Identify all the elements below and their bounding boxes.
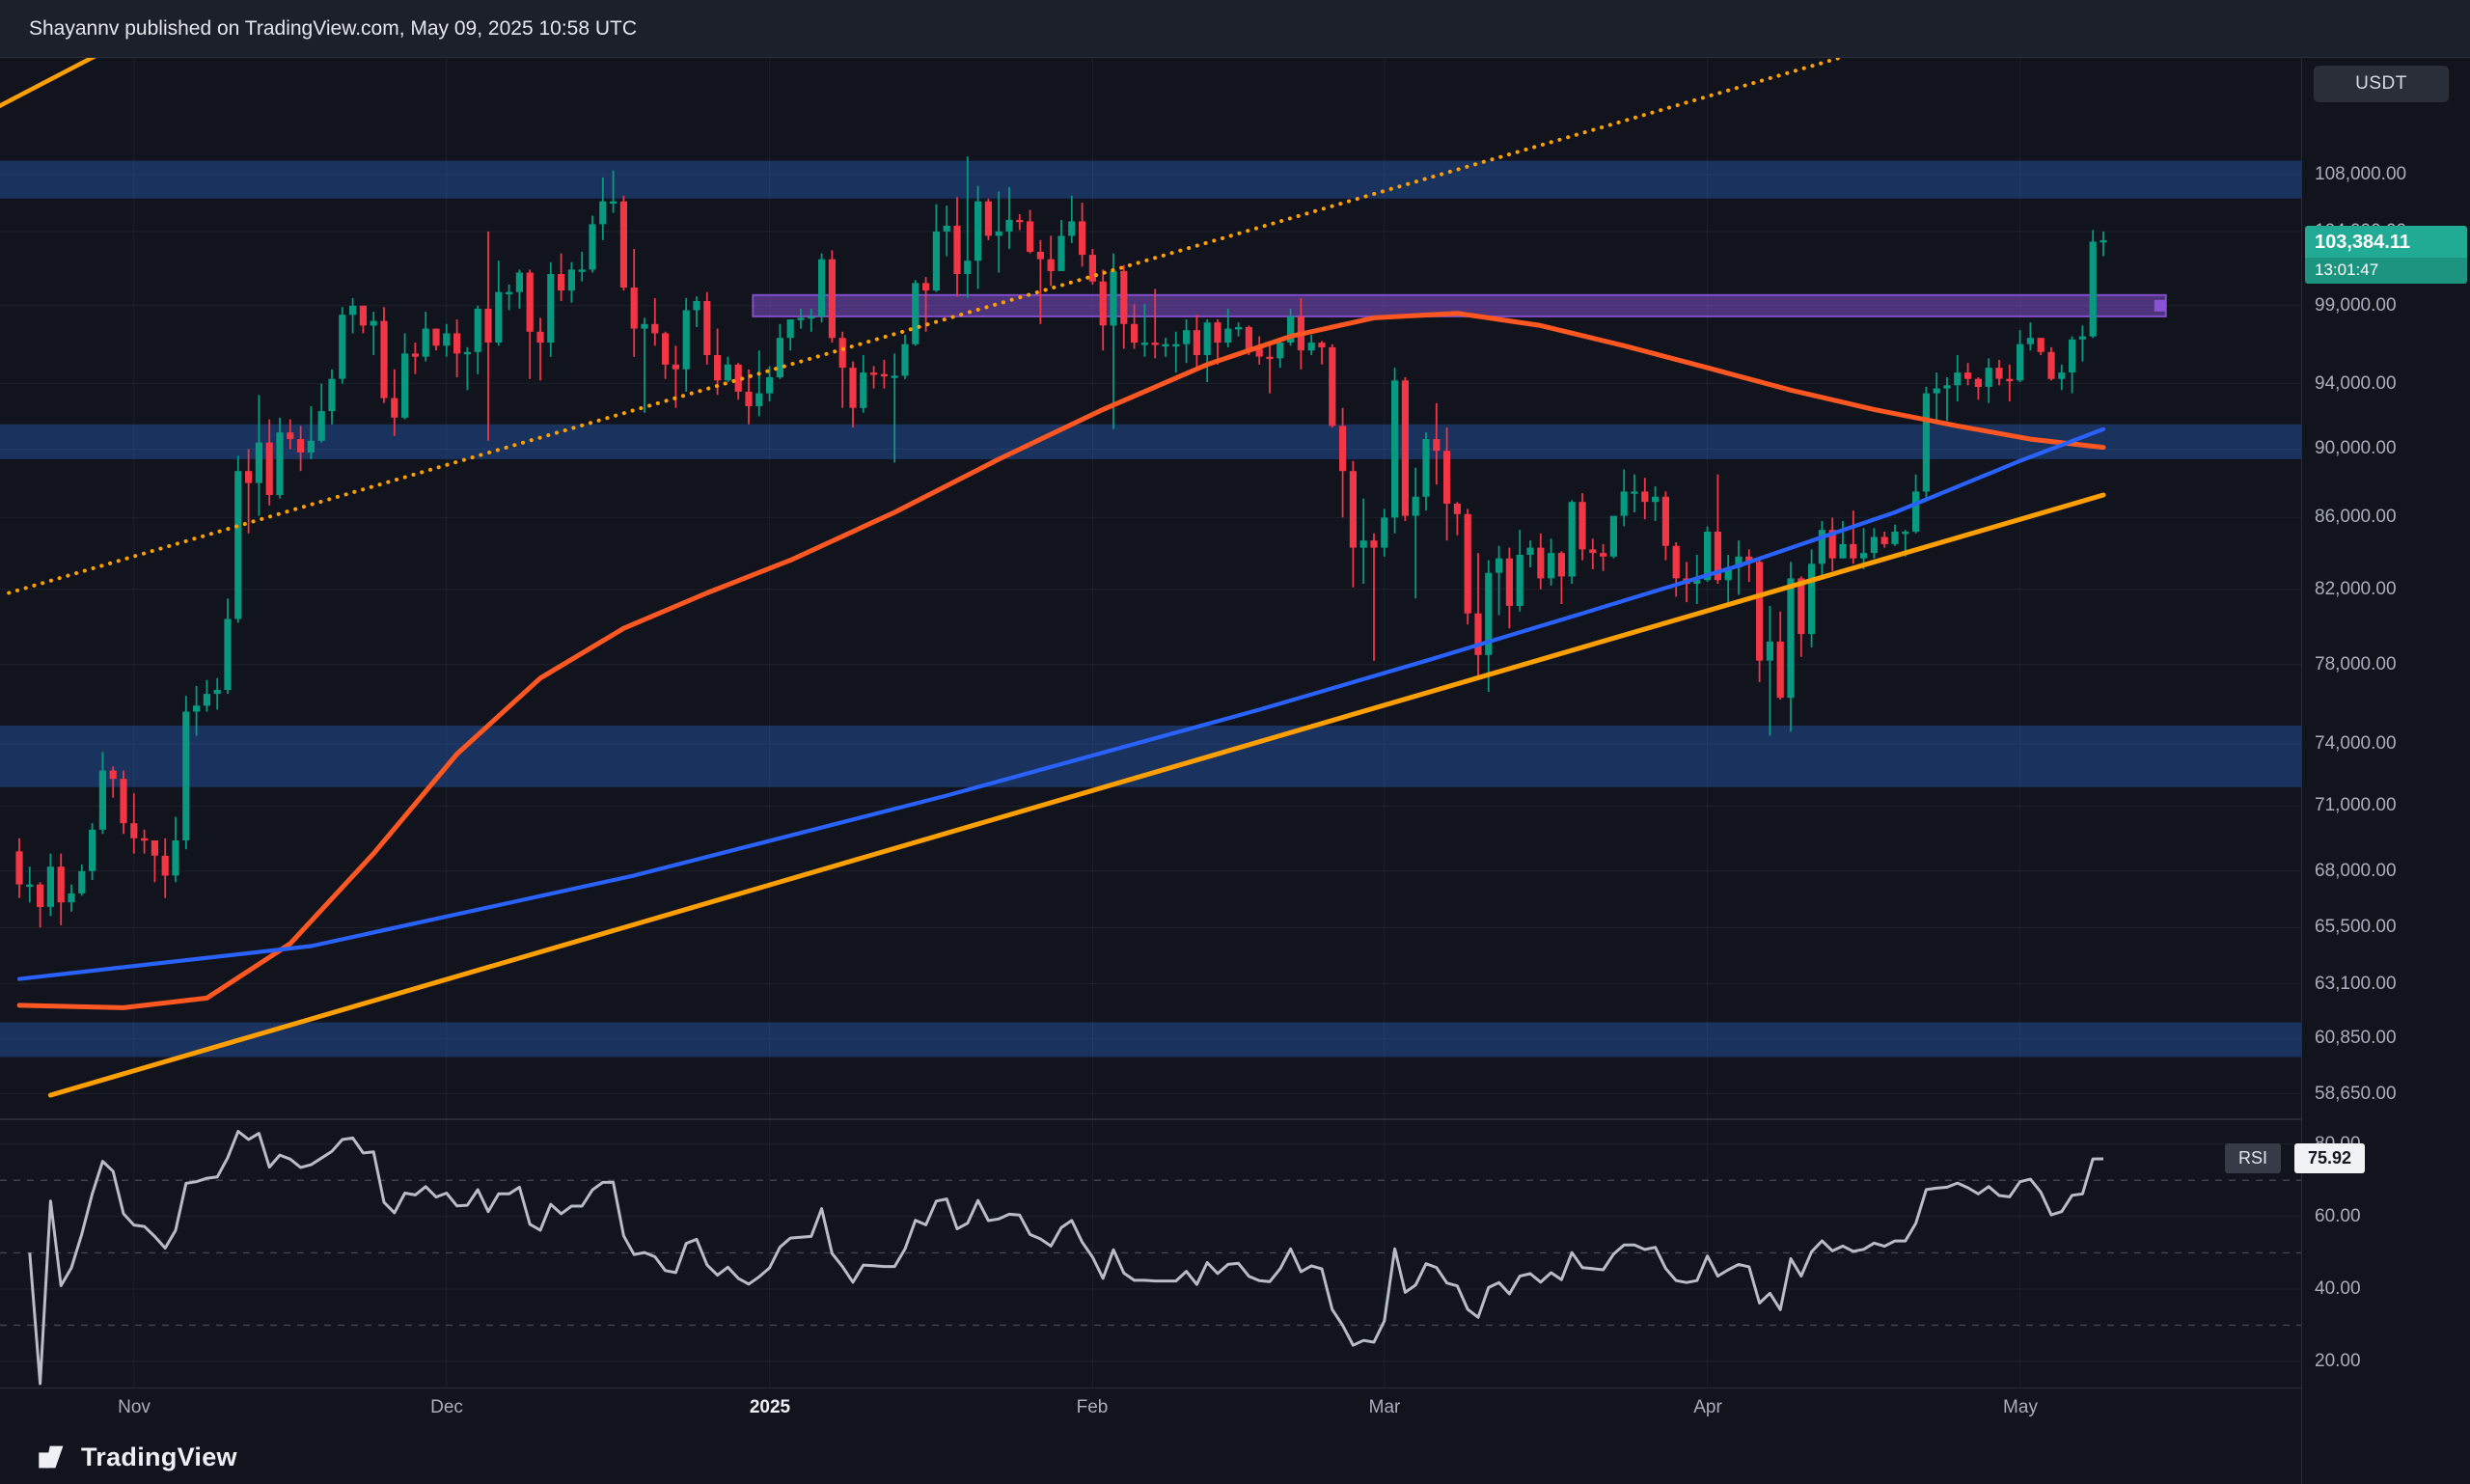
time-axis-label: Apr [1693,1397,1722,1417]
bar-countdown: 13:01:47 [2305,258,2467,284]
footer-bar: TradingView [0,1430,2470,1484]
rsi-value-badge: 75.92 [2294,1143,2366,1173]
time-axis-label: May [2003,1397,2038,1417]
price-axis-label: 108,000.00 [2315,164,2407,184]
price-axis-label: 63,100.00 [2315,974,2397,994]
sr-zone[interactable] [0,1022,2301,1058]
price-axis-label: 65,500.00 [2315,917,2397,937]
trendline-dotted[interactable] [7,58,1874,595]
time-axis-label: 2025 [749,1397,791,1417]
price-axis-label: 78,000.00 [2315,654,2397,674]
rsi-flag: RSI 75.92 [2225,1143,2366,1173]
rsi-axis-label: 40.00 [2315,1278,2361,1299]
pane-separator[interactable] [0,1118,2301,1120]
rsi-line[interactable] [28,1130,2104,1386]
price-axis-label: 60,850.00 [2315,1028,2397,1048]
sr-zone[interactable] [0,424,2301,459]
sr-zone[interactable] [0,726,2301,787]
price-axis-label: 68,000.00 [2315,861,2397,881]
tradingview-logo-icon[interactable] [37,1442,68,1472]
time-axis[interactable]: Nov Dec 2025 Feb Mar Apr May [0,1388,2301,1430]
tradingview-wordmark[interactable]: TradingView [81,1442,237,1471]
time-axis-label: Mar [1368,1397,1401,1417]
rsi-axis-label: 20.00 [2315,1351,2361,1371]
price-axis-label: 86,000.00 [2315,507,2397,527]
rsi-pane-svg[interactable] [0,1118,2301,1388]
ma-slow-line[interactable] [16,426,2106,981]
rsi-indicator-label: RSI [2225,1143,2282,1173]
time-axis-label: Dec [430,1397,463,1417]
time-axis-label: Nov [118,1397,151,1417]
publish-bar-text: Shayannv published on TradingView.com, M… [29,16,637,40]
rsi-axis-label: 60.00 [2315,1206,2361,1226]
sr-zone[interactable] [0,160,2301,199]
main-chart-svg[interactable] [0,58,2301,1118]
price-axis[interactable]: USDT 103,384.11 13:01:47 108,000.00104,0… [2301,0,2470,1484]
price-axis-label: 74,000.00 [2315,733,2397,754]
last-price-badge: 103,384.11 13:01:47 [2305,226,2467,284]
trendline-upper[interactable] [0,58,124,109]
price-axis-label: 90,000.00 [2315,438,2397,458]
time-axis-label: Feb [1076,1397,1109,1417]
ma-fast-line[interactable] [16,311,2106,1010]
price-axis-label: 71,000.00 [2315,795,2397,815]
candles-layer [15,156,2107,928]
last-price-value: 103,384.11 [2305,226,2467,258]
trendline-support[interactable] [47,492,2106,1098]
price-axis-label: 82,000.00 [2315,579,2397,599]
price-axis-label: 99,000.00 [2315,295,2397,316]
price-axis-label: 58,650.00 [2315,1084,2397,1104]
zone-handle[interactable] [2154,299,2166,312]
publish-bar: Shayannv published on TradingView.com, M… [0,0,2470,58]
price-axis-label: 94,000.00 [2315,373,2397,394]
quote-currency-chip: USDT [2314,66,2449,102]
